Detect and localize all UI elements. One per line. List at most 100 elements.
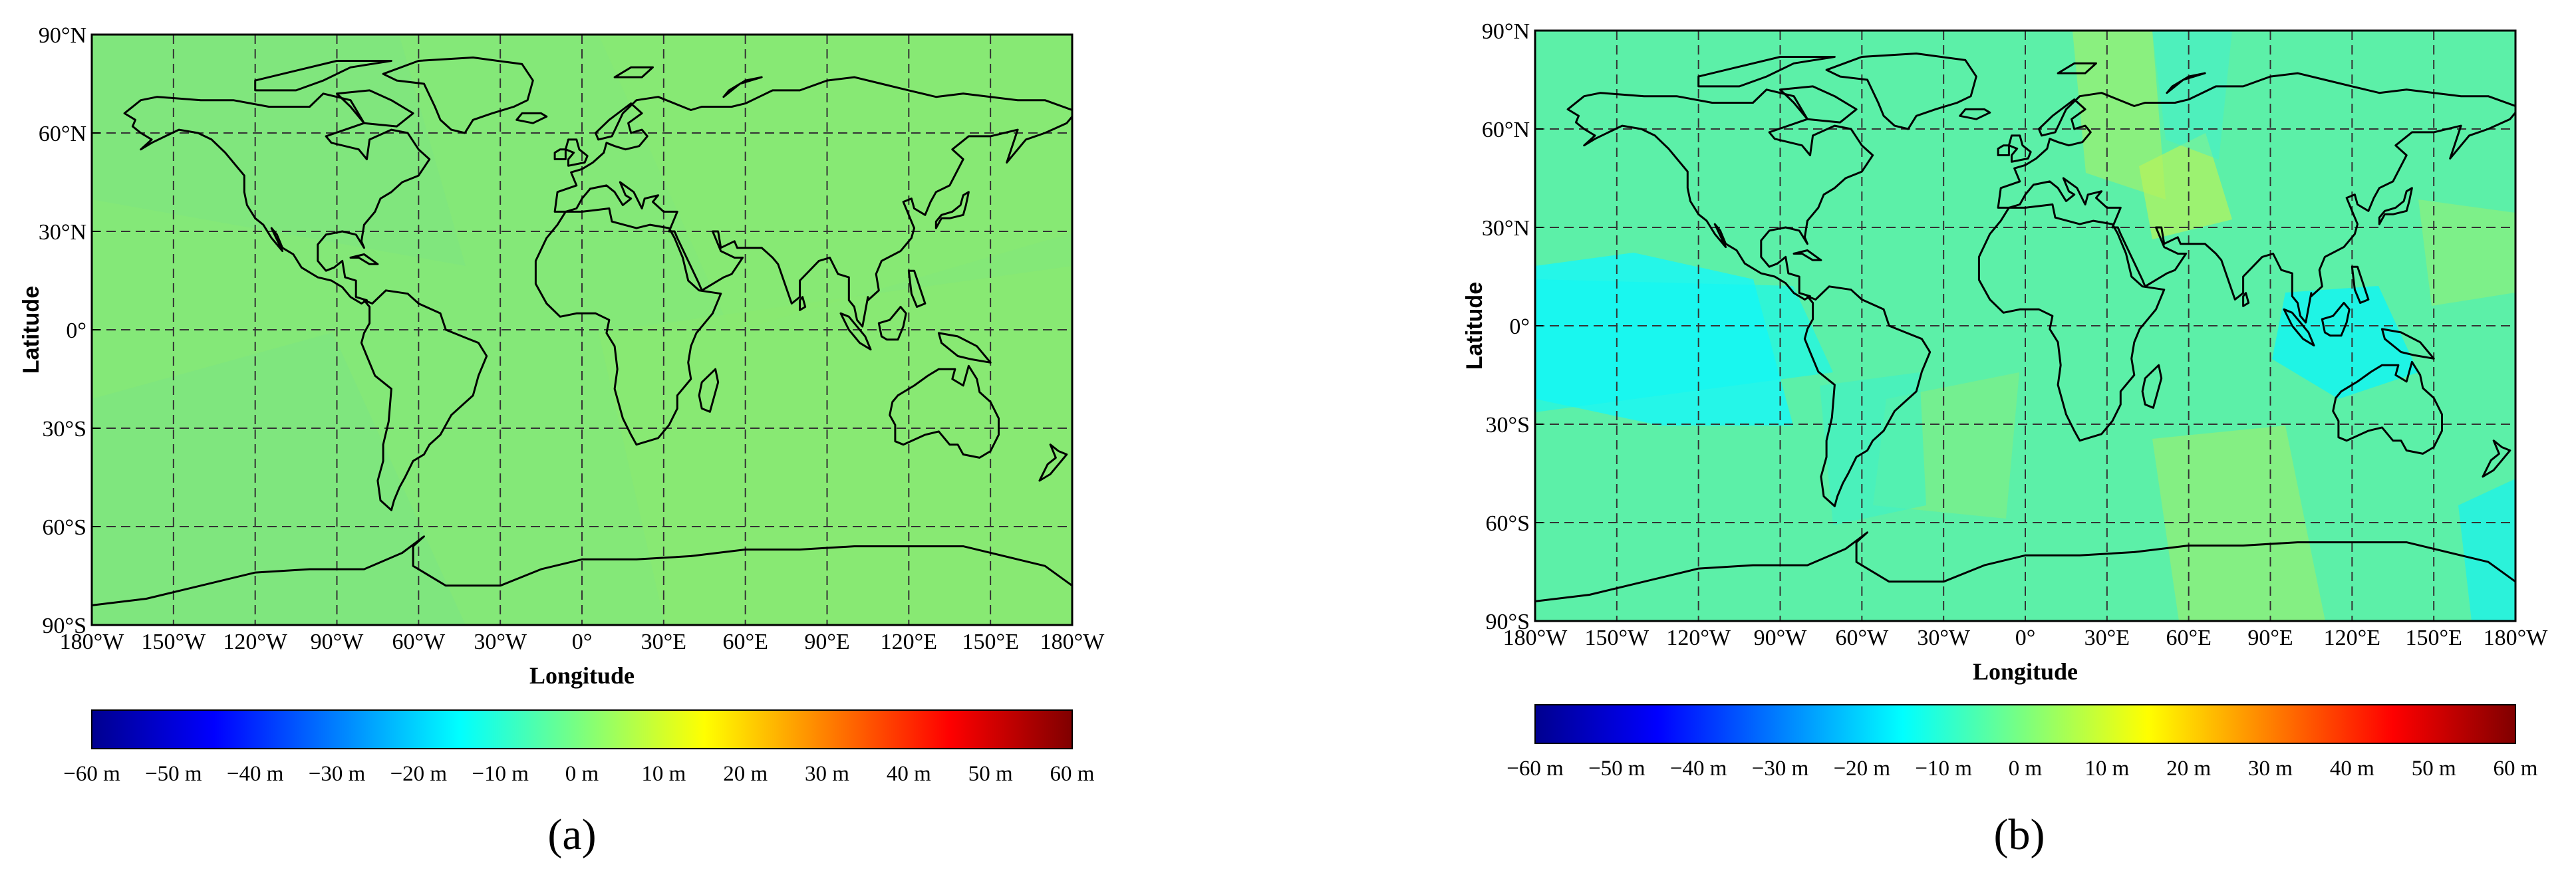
coastline-svalbard bbox=[2057, 62, 2097, 74]
panel-a: 90°N 60°N 30°N 0° 30°S 60°S 90°S 180°W 150°W 120… bbox=[19, 23, 1105, 859]
lon-tick-label: 150°W bbox=[141, 630, 206, 654]
coastline-africa bbox=[534, 207, 722, 446]
coastline-sumatra bbox=[2283, 308, 2315, 347]
colorbar-tick-label: 0 m bbox=[2009, 757, 2043, 781]
colorbar-tick-label: −40 m bbox=[1670, 757, 1727, 781]
coastline-britain bbox=[2007, 134, 2032, 163]
coastline-north-america bbox=[123, 92, 431, 305]
lon-tick-label: 30°E bbox=[2084, 626, 2130, 650]
colorbar-tick-label: 40 m bbox=[2330, 757, 2374, 781]
panel-b-svg: 90°N 60°N 30°N 0° 30°S 60°S 90°S 180°W 150°W 120… bbox=[1462, 19, 2549, 781]
coastline-australia bbox=[2332, 360, 2443, 455]
lon-tick-label: 60°W bbox=[1835, 626, 1889, 650]
colorbar-tick-label: 40 m bbox=[887, 762, 931, 786]
coastline-sri-lanka bbox=[2242, 292, 2250, 307]
panel-a-gridlines bbox=[92, 35, 1072, 625]
colorbar-tick-label: 0 m bbox=[565, 762, 599, 786]
lon-tick-label: 60°W bbox=[392, 630, 446, 654]
coastline-madagascar bbox=[698, 368, 720, 413]
lon-tick-label: 30°W bbox=[474, 630, 527, 654]
panel-b-gridlines bbox=[1535, 31, 2515, 621]
lon-tick-label: 150°E bbox=[962, 630, 1018, 654]
lon-tick-label: 90°W bbox=[311, 630, 364, 654]
colorbar-tick-label: 50 m bbox=[968, 762, 1013, 786]
coastline-philippines bbox=[907, 269, 927, 308]
lat-tick-label: 90°S bbox=[1485, 610, 1530, 634]
colorbar-tick-label: −10 m bbox=[472, 762, 529, 786]
lon-tick-label: 120°E bbox=[2324, 626, 2380, 650]
coastline-australia bbox=[889, 364, 1000, 459]
colorbar-tick-label: −20 m bbox=[390, 762, 448, 786]
lon-tick-label: 180°W bbox=[1040, 630, 1105, 654]
colorbar-tick-label: −20 m bbox=[1834, 757, 1891, 781]
lat-tick-label: 60°S bbox=[42, 515, 86, 540]
colorbar-tick-label: 50 m bbox=[2412, 757, 2456, 781]
lat-tick-label: 90°N bbox=[39, 23, 86, 48]
coastline-south-america bbox=[360, 289, 488, 511]
coastline-antarctica bbox=[92, 535, 1072, 625]
coastline-borneo bbox=[2321, 302, 2351, 337]
colorbar-tick-label: −60 m bbox=[63, 762, 120, 786]
colorbar-tick-label: −60 m bbox=[1506, 757, 1564, 781]
coastline-south-america bbox=[1803, 285, 1932, 507]
coastline-japan bbox=[934, 191, 970, 229]
lat-tick-label: 30°S bbox=[42, 417, 86, 441]
colorbar-tick-label: 10 m bbox=[2084, 757, 2129, 781]
panel-b-caption: (b) bbox=[1993, 811, 2045, 859]
lon-tick-label: 0° bbox=[572, 630, 593, 654]
coastline-sumatra bbox=[839, 312, 872, 351]
panel-b-coastlines bbox=[1535, 53, 2515, 621]
lat-tick-label: 90°S bbox=[42, 614, 86, 638]
coastline-svalbard bbox=[613, 66, 654, 78]
coastline-iceland bbox=[1959, 108, 1991, 120]
lat-tick-label: 60°S bbox=[1485, 511, 1530, 536]
lat-tick-label: 90°N bbox=[1482, 19, 1530, 44]
lon-tick-label: 120°E bbox=[881, 630, 937, 654]
coastline-eurasia bbox=[1997, 72, 2515, 324]
coastline-philippines bbox=[2351, 265, 2370, 304]
colorbar-tick-label: −50 m bbox=[145, 762, 202, 786]
lon-tick-label: 0° bbox=[2015, 626, 2036, 650]
coastline-new-zealand bbox=[2482, 439, 2511, 478]
lon-tick-label: 30°E bbox=[641, 630, 686, 654]
coastline-novaya-zemlya bbox=[722, 76, 763, 98]
coastline-greenland bbox=[382, 57, 534, 134]
lat-tick-label: 60°N bbox=[1482, 118, 1530, 142]
colorbar-tick-label: 10 m bbox=[641, 762, 686, 786]
coastline-iceland bbox=[515, 112, 548, 124]
lon-tick-label: 180°W bbox=[60, 630, 125, 654]
coastline-new-zealand bbox=[1038, 443, 1068, 482]
coastline-baffin bbox=[336, 89, 414, 128]
colorbar-tick-label: 20 m bbox=[723, 762, 768, 786]
coastline-borneo bbox=[877, 306, 907, 341]
panel-a-colorbar-labels: −60 m −50 m −40 m −30 m −20 m −10 m 0 m 10 m 20 … bbox=[63, 762, 1095, 786]
coastline-cuba bbox=[1792, 249, 1822, 261]
panel-b-lat-labels: 90°N 60°N 30°N 0° 30°S 60°S 90°S bbox=[1482, 19, 1543, 634]
lon-tick-label: 120°W bbox=[223, 630, 288, 654]
panel-b-lon-labels: 180°W 150°W 120°W 90°W 60°W 30°W 0° 30°E 60°E 90°… bbox=[1503, 626, 2549, 650]
lon-tick-label: 90°E bbox=[2247, 626, 2293, 650]
coastline-eurasia bbox=[553, 76, 1072, 328]
colorbar-tick-label: 30 m bbox=[805, 762, 849, 786]
lat-tick-label: 60°N bbox=[39, 122, 86, 146]
coastline-ireland bbox=[1997, 144, 2010, 156]
colorbar-tick-label: −30 m bbox=[1752, 757, 1809, 781]
colorbar-tick-label: 20 m bbox=[2166, 757, 2211, 781]
lon-tick-label: 60°E bbox=[2166, 626, 2211, 650]
panel-a-coastlines bbox=[92, 57, 1072, 625]
coastline-antarctica bbox=[1535, 531, 2515, 621]
coastline-africa bbox=[1977, 203, 2166, 442]
panel-b-colorbar-labels: −60 m −50 m −40 m −30 m −20 m −10 m 0 m 10 m 20 … bbox=[1506, 757, 2538, 781]
coastline-madagascar bbox=[2141, 364, 2163, 409]
colorbar-tick-label: −50 m bbox=[1588, 757, 1646, 781]
lon-tick-label: 150°E bbox=[2405, 626, 2462, 650]
coastline-japan bbox=[2378, 187, 2413, 225]
colorbar-tick-label: −40 m bbox=[227, 762, 284, 786]
lat-tick-label: 0° bbox=[66, 318, 86, 343]
panel-a-xlabel: Longitude bbox=[529, 662, 635, 689]
panel-a-lon-labels: 180°W 150°W 120°W 90°W 60°W 30°W 0° 30°E 60°E 90°… bbox=[60, 630, 1105, 654]
lon-tick-label: 30°W bbox=[1917, 626, 1971, 650]
lon-tick-label: 90°W bbox=[1754, 626, 1808, 650]
panel-b: 90°N 60°N 30°N 0° 30°S 60°S 90°S 180°W 150°W 120… bbox=[1288, 0, 2575, 873]
colorbar-tick-label: 30 m bbox=[2248, 757, 2293, 781]
